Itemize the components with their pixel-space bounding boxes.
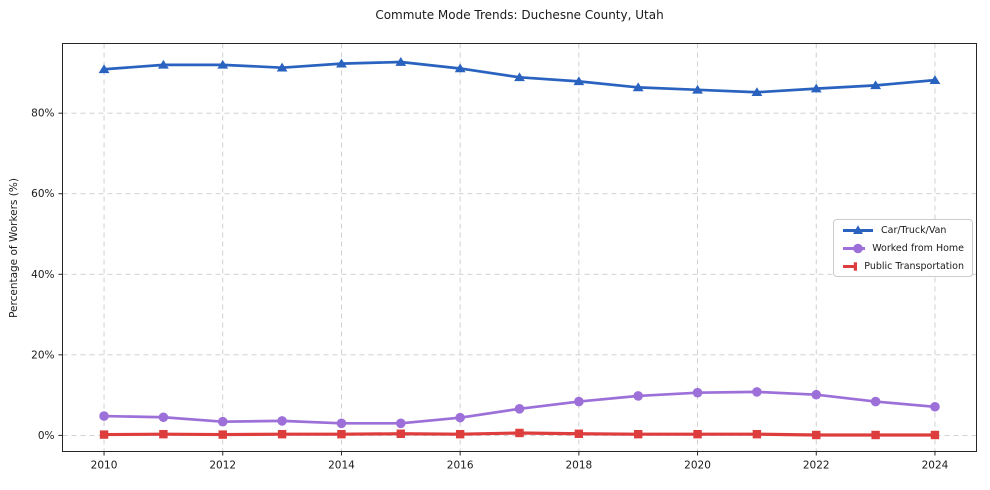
data-point-triangle	[336, 58, 347, 68]
data-point-triangle	[692, 84, 703, 94]
data-point-triangle	[810, 83, 822, 93]
legend-item-public-transportation: Public Transportation	[842, 259, 964, 273]
x-tick-label: 2016	[447, 460, 474, 472]
data-point-circle	[692, 387, 703, 398]
data-point-square	[693, 429, 702, 439]
data-point-square	[812, 430, 821, 440]
data-point-square	[930, 430, 940, 440]
circle-marker-icon	[843, 243, 866, 254]
data-point-triangle	[395, 57, 407, 66]
legend-item-worked-from-home: Worked from Home	[842, 241, 964, 255]
data-point-triangle	[929, 75, 941, 84]
data-point-triangle	[870, 80, 882, 90]
data-point-triangle	[632, 82, 644, 92]
data-point-circle	[514, 404, 525, 414]
data-point-triangle	[751, 87, 763, 97]
data-point-circle	[99, 411, 109, 421]
data-point-square	[277, 429, 287, 439]
data-point-square	[871, 430, 880, 440]
x-tick-label: 2010	[91, 460, 118, 472]
legend-label: Public Transportation	[864, 260, 964, 272]
data-point-circle	[752, 387, 762, 397]
legend-label: Worked from Home	[872, 242, 964, 254]
data-point-square	[396, 429, 405, 438]
data-point-circle	[870, 396, 881, 407]
square-marker-icon	[843, 262, 858, 271]
data-point-circle	[217, 416, 228, 427]
x-tick-label: 2022	[803, 460, 830, 472]
data-point-circle	[395, 418, 406, 429]
data-point-square	[515, 428, 524, 438]
data-point-square	[752, 429, 762, 439]
axes-border	[62, 43, 977, 452]
data-point-square	[455, 429, 465, 439]
x-tick-label: 2018	[565, 460, 592, 472]
data-point-triangle	[454, 63, 466, 73]
data-point-circle	[574, 396, 584, 407]
data-point-triangle	[514, 72, 525, 82]
legend: Car/Truck/Van Worked from Home Public Tr…	[833, 219, 973, 277]
data-point-square	[337, 429, 346, 439]
legend-label: Car/Truck/Van	[881, 224, 947, 236]
data-point-triangle	[573, 76, 585, 86]
data-point-square	[159, 429, 168, 439]
chart-title: Commute Mode Trends: Duchesne County, Ut…	[375, 8, 664, 22]
y-tick-label: 20%	[31, 349, 54, 361]
data-point-triangle	[217, 59, 229, 69]
data-point-square	[99, 430, 109, 439]
x-tick-label: 2024	[922, 460, 949, 472]
data-point-square	[218, 430, 227, 439]
data-point-circle	[930, 401, 940, 412]
legend-item-car-truck-van: Car/Truck/Van	[842, 223, 964, 237]
data-point-circle	[455, 412, 465, 423]
data-point-square	[634, 429, 643, 439]
data-point-circle	[336, 418, 347, 429]
y-tick-label: 60%	[31, 188, 54, 200]
x-tick-label: 2020	[684, 460, 711, 472]
data-point-circle	[633, 391, 644, 401]
y-tick-label: 80%	[31, 108, 54, 120]
x-tick-label: 2012	[209, 460, 236, 472]
data-point-triangle	[98, 64, 110, 74]
y-tick-label: 40%	[31, 269, 54, 281]
data-point-circle	[811, 389, 822, 400]
data-point-triangle	[157, 59, 169, 69]
triangle-marker-icon	[843, 225, 873, 234]
data-point-triangle	[276, 62, 288, 72]
data-point-circle	[158, 412, 169, 423]
y-tick-label: 0%	[38, 430, 55, 442]
data-point-circle	[277, 416, 287, 426]
x-tick-label: 2014	[328, 460, 355, 472]
data-point-square	[574, 429, 584, 438]
